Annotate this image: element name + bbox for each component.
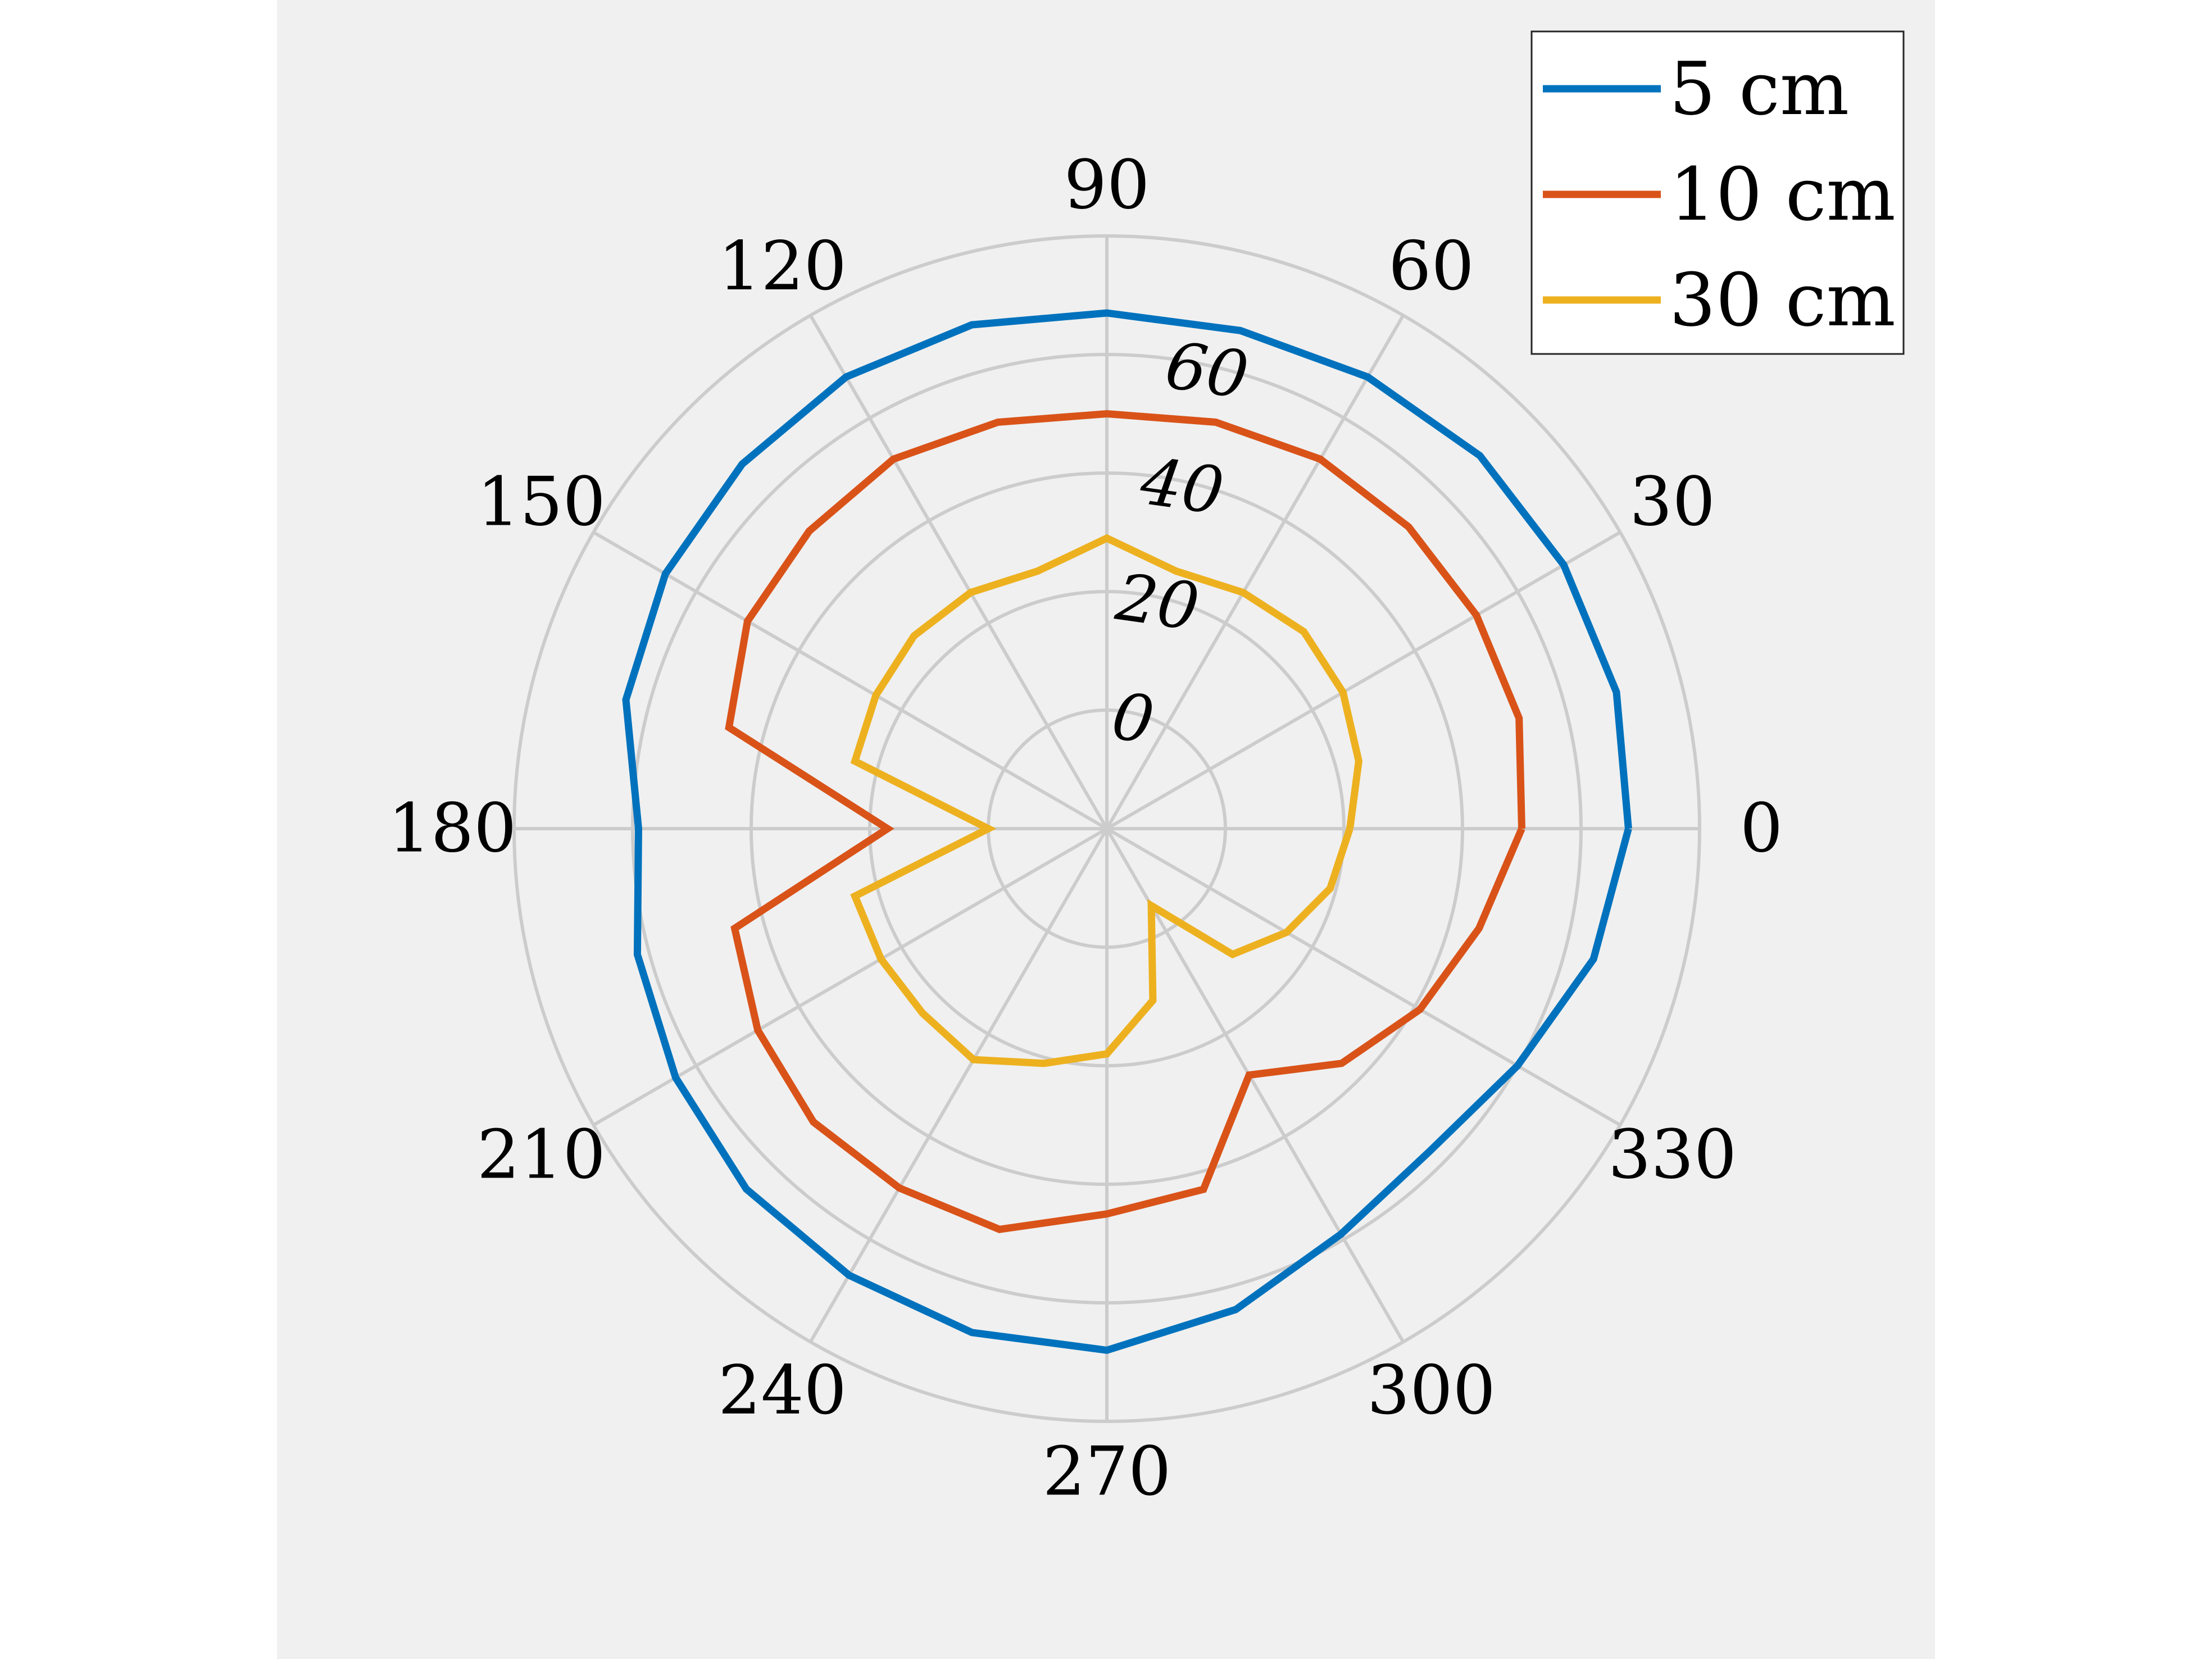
- theta-tick-label: 330: [1608, 1116, 1737, 1194]
- r-tick-label: 20: [1111, 560, 1204, 646]
- theta-tick-label: 120: [718, 228, 847, 306]
- theta-tick-label: 270: [1042, 1433, 1171, 1511]
- theta-tick-label: 60: [1388, 228, 1474, 306]
- r-tick-label: 40: [1135, 444, 1228, 530]
- series-line-2: [725, 410, 1525, 1233]
- grid-spoke: [592, 530, 1108, 830]
- grid-spoke: [809, 314, 1109, 830]
- angular-grid: [514, 236, 1700, 1421]
- r-tick-label: 60: [1161, 328, 1253, 413]
- series-layer: [622, 309, 1632, 1355]
- theta-tick-label: 180: [388, 790, 516, 868]
- figure-panel: 0 30 60 90 120 150 180 210 240 270 300 330 0 20 40 60 …: [277, 0, 1935, 1659]
- legend: 5 cm 10 cm 30 cm: [1530, 30, 1905, 355]
- theta-tick-label: 240: [718, 1352, 847, 1430]
- grid-spoke: [1106, 827, 1621, 1127]
- legend-label: 30 cm: [1669, 257, 1896, 343]
- grid-spoke: [1105, 314, 1405, 830]
- grid-spoke: [1106, 530, 1621, 830]
- theta-tick-label: 150: [477, 463, 606, 541]
- series-line-1: [622, 309, 1632, 1355]
- theta-tick-label: 30: [1629, 463, 1715, 541]
- grid-spoke: [592, 827, 1108, 1127]
- theta-tick-label: 90: [1064, 147, 1150, 225]
- theta-tick-labels: 0 30 60 90 120 150 180 210 240 270 300 330: [388, 147, 1783, 1511]
- grid-spoke: [1105, 828, 1405, 1343]
- series-line-3: [850, 534, 1362, 1067]
- theta-tick-label: 210: [477, 1116, 606, 1194]
- legend-label: 5 cm: [1669, 46, 1849, 131]
- legend-label: 10 cm: [1669, 152, 1896, 237]
- theta-tick-label: 300: [1367, 1352, 1496, 1430]
- grid-spoke: [809, 828, 1109, 1343]
- theta-tick-label: 0: [1740, 790, 1783, 868]
